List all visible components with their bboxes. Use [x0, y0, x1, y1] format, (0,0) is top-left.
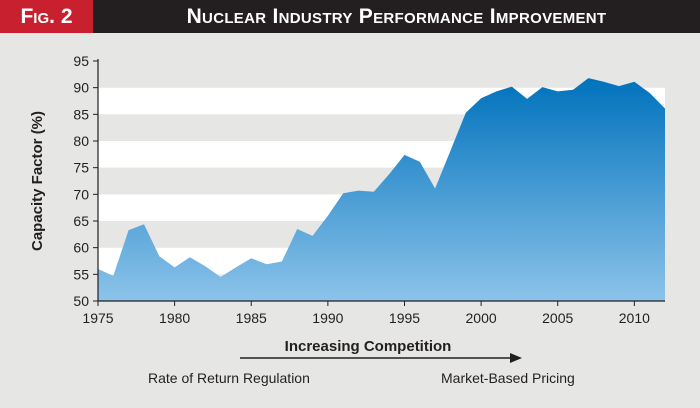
x-tick-label: 2005 — [542, 310, 573, 326]
chart-title: Nuclear Industry Performance Improvement — [186, 5, 607, 28]
figure-label: Fig. 2 — [0, 0, 93, 33]
y-tick-label: 90 — [73, 80, 89, 96]
y-axis-label: Capacity Factor (%) — [29, 111, 46, 251]
y-tick-label: 85 — [73, 106, 89, 122]
header-bar: Fig. 2 Nuclear Industry Performance Impr… — [0, 0, 700, 33]
y-tick-label: 70 — [73, 186, 89, 202]
y-tick-label: 95 — [73, 53, 89, 69]
right-regime-label: Market-Based Pricing — [441, 370, 575, 386]
x-tick-label: 1995 — [389, 310, 420, 326]
x-tick-label: 2010 — [619, 310, 650, 326]
grid-band — [98, 61, 665, 88]
y-tick-label: 80 — [73, 133, 89, 149]
y-tick-label: 60 — [73, 240, 89, 256]
x-tick-label: 1975 — [82, 310, 113, 326]
y-tick-label: 50 — [73, 293, 89, 309]
x-tick-label: 1980 — [159, 310, 190, 326]
y-tick-label: 65 — [73, 213, 89, 229]
arrow-label: Increasing Competition — [285, 338, 452, 355]
capacity-factor-area — [98, 78, 665, 301]
y-tick-label: 55 — [73, 266, 89, 282]
x-tick-label: 1985 — [236, 310, 267, 326]
y-tick-label: 75 — [73, 160, 89, 176]
arrow-head-icon — [510, 353, 522, 363]
x-tick-label: 2000 — [466, 310, 497, 326]
x-tick-label: 1990 — [312, 310, 343, 326]
left-regime-label: Rate of Return Regulation — [148, 370, 310, 386]
